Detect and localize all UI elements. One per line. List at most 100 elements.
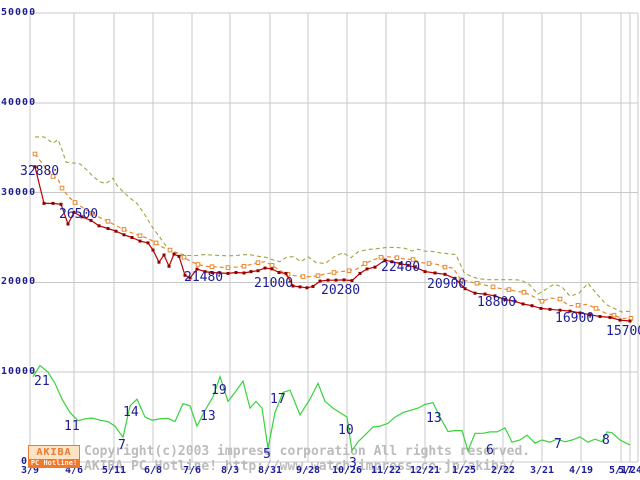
price-low-marker <box>539 306 543 310</box>
price-low-marker <box>521 302 525 306</box>
price-low-marker <box>203 270 207 274</box>
price-low-marker <box>483 292 487 296</box>
price-low-marker <box>218 271 222 275</box>
price-low-marker <box>97 224 101 228</box>
price-low-marker <box>493 294 497 298</box>
price-low-line <box>34 166 631 322</box>
price-low-marker <box>195 267 199 271</box>
price-avg-marker <box>521 289 527 295</box>
price-low-marker <box>334 278 338 282</box>
price-low-marker <box>89 218 93 222</box>
price-high-line <box>35 136 632 313</box>
price-avg-marker <box>426 261 432 266</box>
price-avg-marker <box>105 219 111 224</box>
price-low-marker <box>383 258 387 262</box>
price-low-marker <box>263 266 267 270</box>
price-low-marker <box>406 263 410 267</box>
price-low-marker <box>291 284 295 288</box>
price-avg-marker <box>346 268 352 274</box>
price-low-marker <box>503 297 507 301</box>
price-low-marker <box>256 269 260 273</box>
price-low-marker <box>234 271 238 275</box>
price-avg-marker <box>506 287 512 292</box>
price-avg-marker <box>89 210 95 216</box>
shop-count-line <box>32 364 631 453</box>
price-low-marker <box>51 201 55 205</box>
price-avg-line <box>34 153 631 319</box>
price-avg-marker <box>121 227 127 232</box>
copyright-watermark-line1: Copyright(c)2003 impress corporation All… <box>84 444 530 459</box>
price-low-marker <box>167 264 171 268</box>
price-avg-marker <box>209 264 215 269</box>
price-low-marker <box>33 165 37 169</box>
price-low-marker <box>157 260 161 264</box>
price-avg-marker <box>362 261 368 266</box>
price-low-marker <box>146 241 150 245</box>
price-low-marker <box>618 318 622 322</box>
price-avg-marker <box>195 262 201 267</box>
price-low-marker <box>284 271 288 275</box>
price-avg-marker <box>59 185 65 191</box>
price-low-marker <box>568 309 572 313</box>
price-low-marker <box>608 315 612 319</box>
price-avg-marker <box>575 302 581 308</box>
price-low-marker <box>373 265 377 269</box>
price-low-marker <box>390 260 394 264</box>
price-low-marker <box>130 236 134 239</box>
price-avg-marker <box>331 270 337 275</box>
price-avg-marker <box>32 151 38 157</box>
price-low-marker <box>270 267 274 271</box>
price-avg-marker <box>490 284 496 290</box>
price-low-marker <box>183 273 187 277</box>
price-low-marker <box>122 233 126 237</box>
price-low-marker <box>66 222 70 226</box>
price-low-marker <box>326 278 330 282</box>
price-avg-marker <box>241 263 247 269</box>
price-low-marker <box>72 210 76 214</box>
price-avg-marker <box>269 263 275 268</box>
price-low-marker <box>162 253 166 257</box>
price-avg-marker <box>72 200 78 205</box>
price-low-marker <box>42 201 46 205</box>
price-low-marker <box>311 284 315 288</box>
price-low-marker <box>172 252 176 256</box>
price-low-marker <box>628 319 632 323</box>
price-avg-marker <box>611 312 617 318</box>
copyright-watermark-line2: AKIBA PC Hotline! http://www.watch.impre… <box>84 459 515 474</box>
price-avg-marker <box>458 277 464 283</box>
price-low-marker <box>443 272 447 276</box>
price-low-marker <box>350 279 354 283</box>
price-low-marker <box>513 299 517 303</box>
price-avg-marker <box>315 273 321 278</box>
price-avg-marker <box>442 264 448 270</box>
price-low-marker <box>138 239 142 243</box>
price-low-marker <box>277 271 281 275</box>
price-avg-marker <box>50 174 56 179</box>
price-avg-marker <box>394 255 400 261</box>
price-low-marker <box>588 313 592 317</box>
akiba-logo-wordmark: AKIBA <box>29 446 79 459</box>
price-avg-marker <box>300 274 306 279</box>
price-avg-marker <box>255 260 261 265</box>
price-low-marker <box>413 265 417 269</box>
price-low-marker <box>548 307 552 311</box>
price-avg-marker <box>137 233 143 239</box>
price-low-marker <box>423 270 427 274</box>
price-low-marker <box>578 311 582 315</box>
price-low-marker <box>558 308 562 312</box>
price-low-marker <box>530 304 534 308</box>
price-low-marker <box>188 276 192 280</box>
price-low-marker <box>210 271 214 275</box>
price-low-marker <box>177 254 181 258</box>
price-avg-marker <box>181 254 187 260</box>
price-low-marker <box>398 262 402 266</box>
price-avg-marker <box>539 298 545 304</box>
price-avg-marker <box>378 254 384 260</box>
price-low-marker <box>298 285 302 289</box>
price-low-marker <box>473 291 477 295</box>
price-avg-marker <box>410 257 416 262</box>
price-avg-marker <box>153 240 159 246</box>
price-avg-marker <box>167 247 173 253</box>
